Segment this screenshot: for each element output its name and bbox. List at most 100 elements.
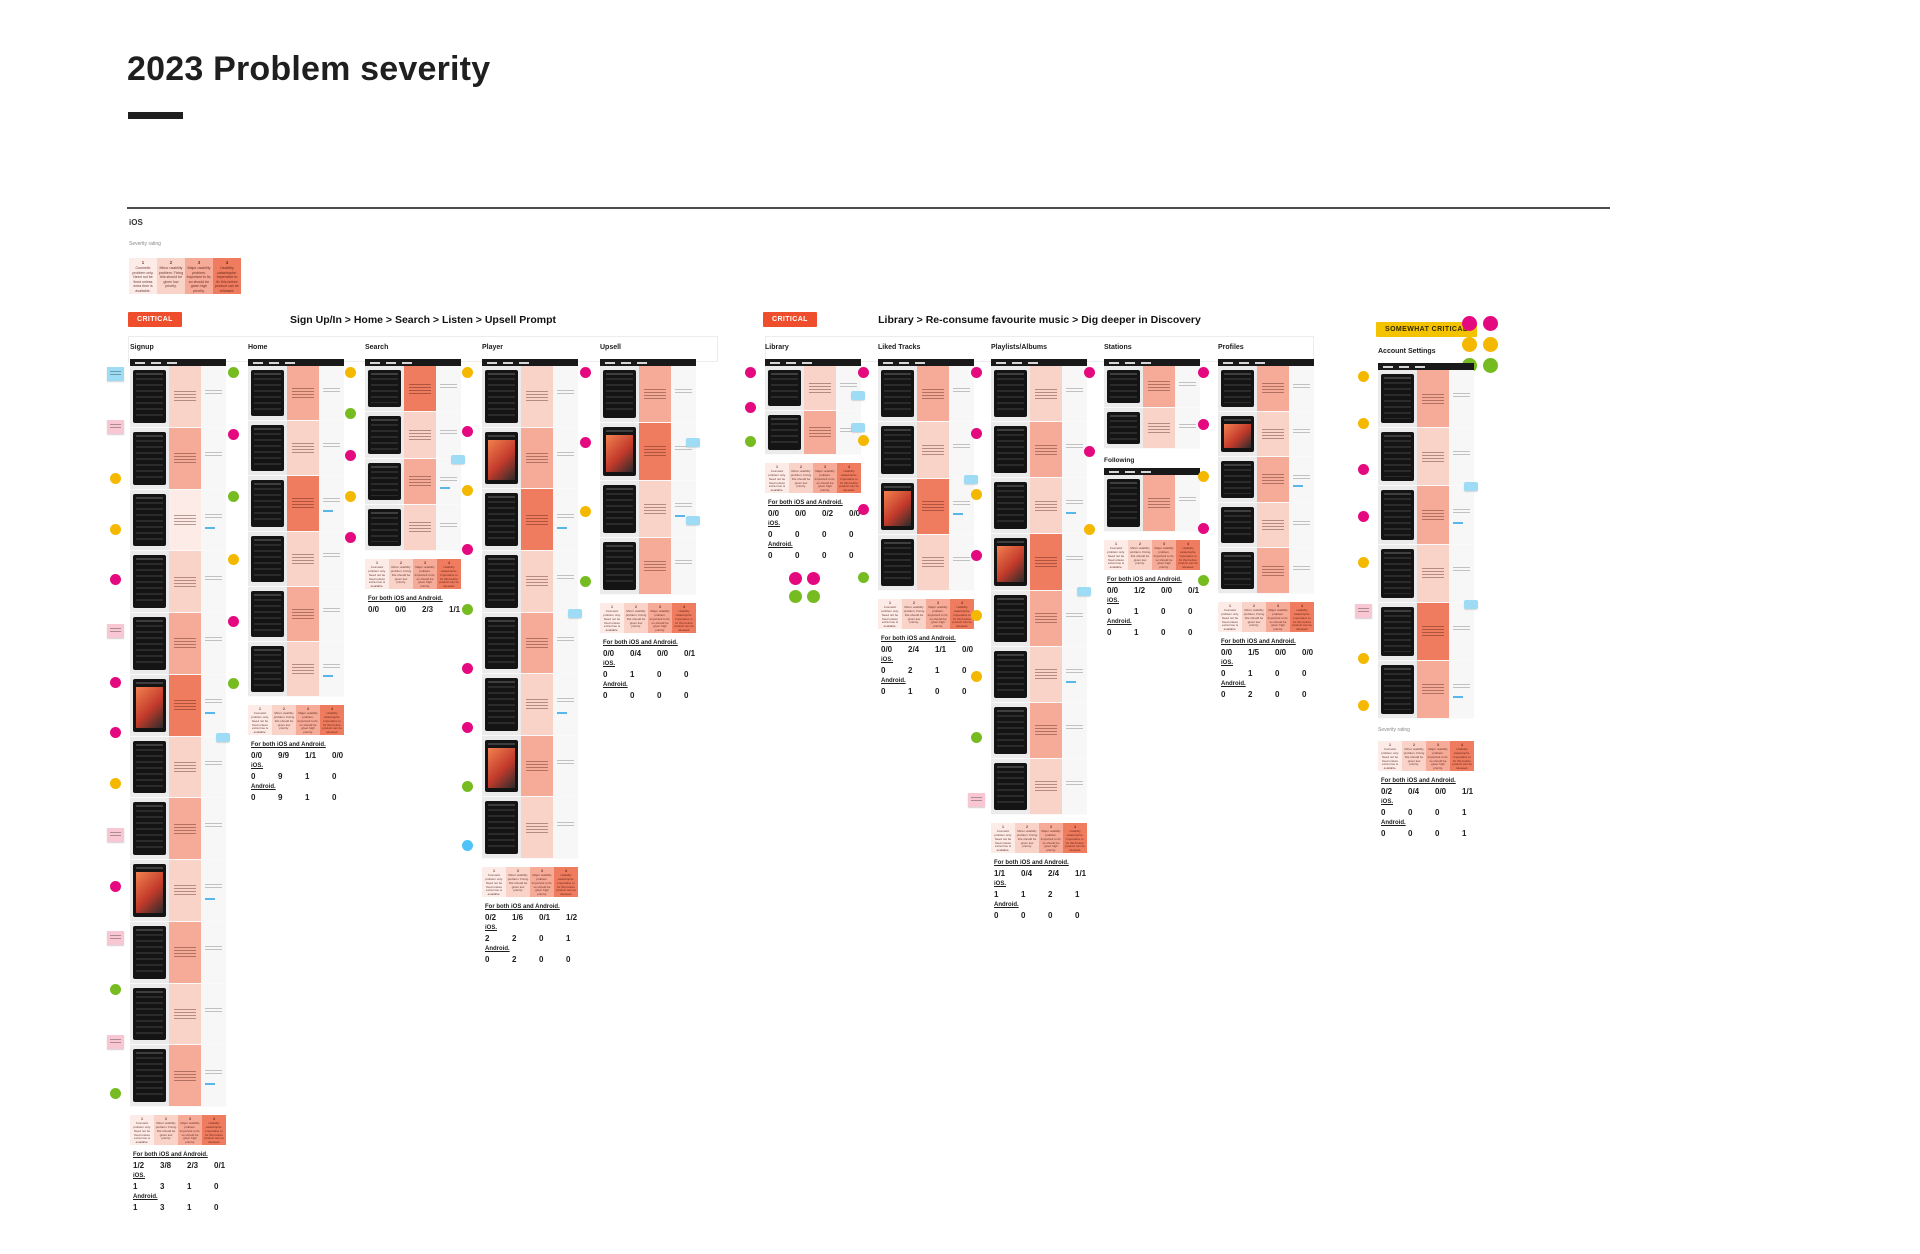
severity-dot-magenta[interactable] <box>1483 316 1498 331</box>
comment-chip[interactable] <box>851 423 865 432</box>
severity-dot-yellow[interactable] <box>109 777 121 789</box>
phone-screenshot[interactable] <box>133 617 166 670</box>
phone-screenshot[interactable] <box>1221 461 1254 498</box>
severity-dot-yellow[interactable] <box>344 490 356 502</box>
severity-dot-magenta[interactable] <box>109 677 121 689</box>
phone-screenshot[interactable] <box>994 762 1027 810</box>
severity-dot-green[interactable] <box>789 590 802 603</box>
severity-dot-yellow[interactable] <box>1483 337 1498 352</box>
phone-screenshot[interactable] <box>485 678 518 731</box>
comment-chip[interactable] <box>568 609 582 618</box>
phone-screenshot[interactable] <box>994 706 1027 754</box>
phone-screenshot[interactable] <box>1221 415 1254 453</box>
phone-screenshot[interactable] <box>251 645 284 693</box>
severity-dot-green[interactable] <box>744 436 756 447</box>
phone-screenshot[interactable] <box>485 493 518 546</box>
severity-dot-magenta[interactable] <box>109 881 121 893</box>
sticky-note[interactable] <box>106 624 124 639</box>
severity-dot-yellow[interactable] <box>1357 653 1369 665</box>
severity-dot-green[interactable] <box>970 732 982 744</box>
severity-dot-magenta[interactable] <box>807 572 820 585</box>
section-badge-critical-signup-flow[interactable]: CRITICAL <box>128 312 182 327</box>
phone-screenshot[interactable] <box>603 541 636 590</box>
severity-dot-yellow[interactable] <box>109 523 121 535</box>
severity-dot-blue[interactable] <box>461 840 473 851</box>
severity-dot-magenta[interactable] <box>461 662 473 674</box>
severity-dot-green[interactable] <box>579 575 591 587</box>
phone-screenshot[interactable] <box>485 554 518 608</box>
screen-flow-panel[interactable] <box>130 359 230 1107</box>
phone-screenshot[interactable] <box>251 535 284 582</box>
sticky-note[interactable] <box>106 420 124 435</box>
severity-dot-magenta[interactable] <box>970 549 982 561</box>
phone-screenshot[interactable] <box>603 484 636 533</box>
severity-dot-magenta[interactable] <box>970 367 982 378</box>
screen-flow-panel[interactable] <box>1218 359 1314 594</box>
severity-dot-yellow[interactable] <box>1357 557 1369 569</box>
severity-dot-magenta[interactable] <box>1197 419 1209 430</box>
screen-flow-panel[interactable] <box>482 359 582 859</box>
severity-dot-green[interactable] <box>227 367 239 378</box>
severity-dot-green[interactable] <box>461 780 473 792</box>
severity-dot-magenta[interactable] <box>970 427 982 439</box>
severity-dot-green[interactable] <box>227 677 239 689</box>
phone-screenshot[interactable] <box>1107 411 1140 444</box>
severity-dot-magenta[interactable] <box>109 727 121 739</box>
phone-screenshot[interactable] <box>994 482 1027 530</box>
phone-screenshot[interactable] <box>1221 506 1254 544</box>
phone-screenshot[interactable] <box>768 370 801 406</box>
phone-screenshot[interactable] <box>251 425 284 472</box>
comment-chip[interactable] <box>1077 587 1091 596</box>
severity-dot-yellow[interactable] <box>1357 417 1369 429</box>
phone-screenshot[interactable] <box>251 370 284 417</box>
phone-screenshot[interactable] <box>485 739 518 793</box>
phone-screenshot[interactable] <box>133 740 166 794</box>
sticky-note[interactable] <box>967 792 985 807</box>
severity-dot-green[interactable] <box>807 590 820 603</box>
severity-dot-magenta[interactable] <box>1083 367 1095 378</box>
phone-screenshot[interactable] <box>881 538 914 586</box>
severity-dot-magenta[interactable] <box>1462 316 1477 331</box>
phone-screenshot[interactable] <box>994 370 1027 418</box>
phone-screenshot[interactable] <box>994 650 1027 698</box>
severity-dot-yellow[interactable] <box>1357 699 1369 711</box>
severity-dot-yellow[interactable] <box>1197 471 1209 482</box>
severity-dot-green[interactable] <box>227 491 239 503</box>
phone-screenshot[interactable] <box>485 801 518 854</box>
severity-dot-yellow[interactable] <box>1462 337 1477 352</box>
severity-dot-magenta[interactable] <box>1083 445 1095 457</box>
screen-flow-panel[interactable] <box>765 359 865 455</box>
screen-flow-panel[interactable] <box>1104 468 1200 532</box>
severity-dot-yellow[interactable] <box>227 553 239 565</box>
sticky-note[interactable] <box>1354 603 1372 618</box>
phone-screenshot[interactable] <box>251 590 284 637</box>
phone-screenshot[interactable] <box>485 370 518 423</box>
severity-dot-magenta[interactable] <box>579 367 591 378</box>
phone-screenshot[interactable] <box>251 480 284 527</box>
comment-chip[interactable] <box>1464 600 1478 609</box>
phone-screenshot[interactable] <box>133 864 166 917</box>
phone-screenshot[interactable] <box>603 370 636 419</box>
severity-dot-yellow[interactable] <box>461 367 473 378</box>
phone-screenshot[interactable] <box>994 594 1027 642</box>
phone-screenshot[interactable] <box>1381 432 1414 482</box>
screen-flow-panel[interactable] <box>600 359 700 595</box>
phone-screenshot[interactable] <box>1107 370 1140 403</box>
phone-screenshot[interactable] <box>1221 370 1254 407</box>
phone-screenshot[interactable] <box>368 462 401 500</box>
phone-screenshot[interactable] <box>994 538 1027 586</box>
severity-dot-green[interactable] <box>344 408 356 420</box>
phone-screenshot[interactable] <box>1221 552 1254 589</box>
severity-dot-green[interactable] <box>109 1087 121 1099</box>
severity-dot-yellow[interactable] <box>970 610 982 622</box>
phone-screenshot[interactable] <box>368 416 401 454</box>
comment-chip[interactable] <box>686 516 700 525</box>
section-badge-somewhat-critical-account[interactable]: SOMEWHAT CRITICAL <box>1376 322 1477 337</box>
phone-screenshot[interactable] <box>1381 374 1414 424</box>
comment-chip[interactable] <box>964 475 978 484</box>
severity-dot-yellow[interactable] <box>579 506 591 518</box>
phone-screenshot[interactable] <box>768 414 801 450</box>
severity-dot-green[interactable] <box>461 603 473 615</box>
comment-chip[interactable] <box>851 391 865 400</box>
